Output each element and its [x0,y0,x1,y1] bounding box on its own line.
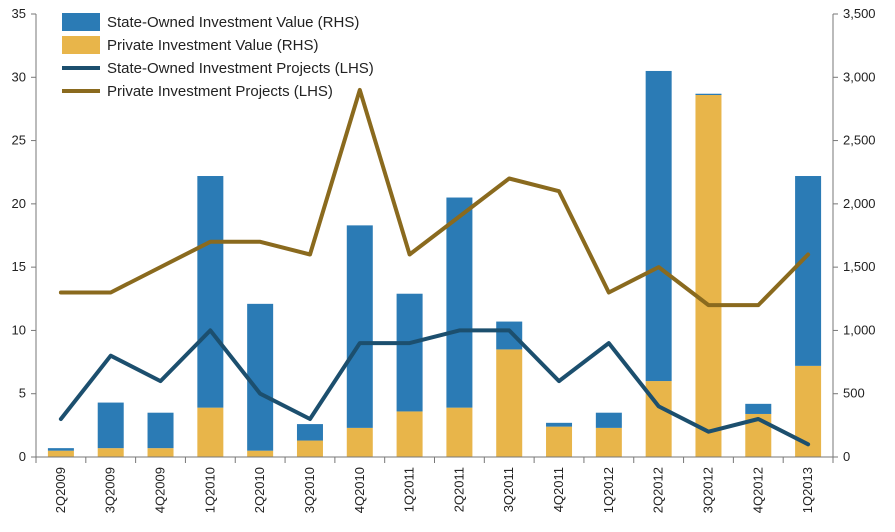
bar-state-owned-3Q2012 [695,93,722,96]
y-left-tick-label: 25 [12,133,26,148]
bar-state-owned-2Q2009 [47,448,74,451]
y-left-tick-label: 5 [19,386,26,401]
x-tick-label: 4Q2011 [551,467,566,512]
bar-private-3Q2010 [296,440,323,457]
bar-state-owned-3Q2009 [97,402,124,449]
legend-label: State-Owned Investment Value (RHS) [107,14,359,31]
y-left-tick-label: 15 [12,259,26,274]
x-tick-label: 1Q2012 [601,467,616,513]
y-right-tick-label: 1,000 [843,322,876,337]
bar-state-owned-4Q2009 [147,412,174,449]
x-tick-label: 4Q2010 [352,467,367,513]
x-tick-label: 3Q2010 [302,467,317,513]
x-tick-label: 2Q2012 [651,467,666,513]
x-tick-label: 2Q2010 [252,467,267,513]
x-tick-label: 2Q2009 [53,467,68,513]
y-right-tick-label: 3,000 [843,69,876,84]
bar-state-owned-3Q2010 [296,424,323,441]
x-tick-label: 4Q2012 [750,467,765,513]
bar-state-owned-4Q2011 [546,422,573,427]
bar-state-owned-4Q2012 [745,403,772,414]
bar-private-1Q2011 [396,411,423,457]
bar-private-1Q2010 [197,407,224,457]
bar-private-3Q2012 [695,95,722,458]
x-tick-label: 2Q2011 [451,467,466,512]
y-right-tick-label: 1,500 [843,259,876,274]
x-tick-label: 4Q2009 [153,467,168,513]
bar-state-owned-1Q2011 [396,293,423,412]
bar-state-owned-1Q2013 [795,176,822,366]
y-left-tick-label: 0 [19,449,26,464]
bar-state-owned-3Q2011 [496,321,523,350]
y-right-tick-label: 2,500 [843,133,876,148]
line-state-owned-projects [58,328,811,447]
y-right-tick-label: 500 [843,386,865,401]
y-right-tick-label: 0 [843,449,850,464]
legend-label: Private Investment Value (RHS) [107,37,318,54]
x-tick-label: 3Q2009 [103,467,118,513]
legend-label: Private Investment Projects (LHS) [107,83,333,100]
bar-state-owned-2Q2011 [446,197,473,408]
x-tick-label: 1Q2010 [202,467,217,513]
axes-layer: 0 5 10 15 20 25 30 35 0 500 1,000 1,500 2,000 2,500 3,… [12,6,876,513]
y-right-tick-label: 2,000 [843,196,876,211]
bar-private-4Q2010 [346,427,373,457]
y-left-tick-label: 10 [12,322,26,337]
bar-private-3Q2011 [496,349,523,457]
y-left-tick-label: 35 [12,6,26,21]
legend-label: State-Owned Investment Projects (LHS) [107,60,374,77]
y-right-tick-label: 3,500 [843,6,876,21]
bar-private-2Q2011 [446,407,473,457]
bar-private-2Q2010 [247,450,274,457]
bar-state-owned-1Q2012 [595,412,622,428]
line-private-projects [58,87,811,308]
x-tick-label: 1Q2013 [800,467,815,513]
legend-swatch [62,36,100,54]
bar-private-4Q2009 [147,448,174,457]
bar-state-owned-1Q2010 [197,176,224,408]
bar-private-4Q2011 [546,426,573,457]
legend-swatch [62,13,100,31]
legend: State-Owned Investment Value (RHS) Privat… [62,13,374,100]
lines-layer [58,87,811,447]
bar-private-3Q2009 [97,448,124,457]
x-tick-label: 3Q2012 [700,467,715,513]
bar-state-owned-4Q2010 [346,225,373,428]
bar-state-owned-2Q2012 [645,70,672,382]
bar-private-1Q2012 [595,427,622,457]
bars-layer [47,70,822,458]
bar-private-2Q2009 [47,450,74,457]
x-tick-label: 3Q2011 [501,467,516,512]
y-left-tick-label: 20 [12,196,26,211]
y-left-tick-label: 30 [12,69,26,84]
x-tick-label: 1Q2011 [402,467,417,512]
bar-state-owned-2Q2010 [247,303,274,451]
